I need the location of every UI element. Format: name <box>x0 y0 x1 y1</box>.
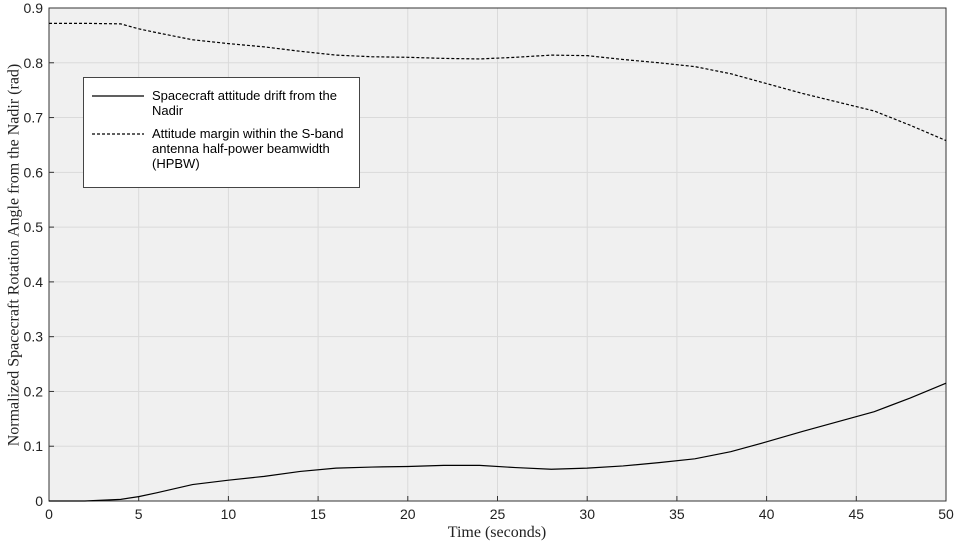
legend-entry: Attitude margin within the S-band antenn… <box>90 126 353 171</box>
y-tick-label: 0.6 <box>24 164 44 180</box>
x-tick-label: 5 <box>135 506 143 522</box>
legend-entry: Spacecraft attitude drift from the Nadir <box>90 88 353 118</box>
y-tick-label: 0.5 <box>24 219 44 235</box>
x-tick-label: 50 <box>938 506 954 522</box>
x-axis-label: Time (seconds) <box>448 524 547 541</box>
y-tick-label: 0.8 <box>24 55 44 71</box>
x-tick-label: 10 <box>221 506 237 522</box>
legend-swatch <box>92 133 144 135</box>
legend-label: Spacecraft attitude drift from the Nadir <box>152 88 337 118</box>
series-line <box>49 22 947 142</box>
x-tick-label: 30 <box>579 506 595 522</box>
y-tick-label: 0.7 <box>24 110 44 126</box>
y-tick-label: 0 <box>35 493 43 509</box>
y-tick-label: 0.1 <box>24 438 44 454</box>
legend-swatch <box>92 95 144 97</box>
y-tick-label: 0.3 <box>24 329 44 345</box>
y-axis-label: Normalized Spacecraft Rotation Angle fro… <box>6 64 23 447</box>
y-tick-label: 0.2 <box>24 383 44 399</box>
plot-frame <box>48 7 947 502</box>
x-tick-label: 15 <box>310 506 326 522</box>
legend-label: Attitude margin within the S-band antenn… <box>152 126 344 171</box>
x-tick-label: 20 <box>400 506 416 522</box>
x-tick-label: 0 <box>45 506 53 522</box>
x-tick-label: 45 <box>849 506 865 522</box>
series-line <box>49 382 947 502</box>
legend: Spacecraft attitude drift from the Nadir… <box>83 77 360 188</box>
y-tick-label: 0.9 <box>24 0 44 16</box>
x-tick-label: 25 <box>490 506 506 522</box>
x-tick-label: 40 <box>759 506 775 522</box>
y-tick-label: 0.4 <box>24 274 44 290</box>
x-tick-label: 35 <box>669 506 685 522</box>
